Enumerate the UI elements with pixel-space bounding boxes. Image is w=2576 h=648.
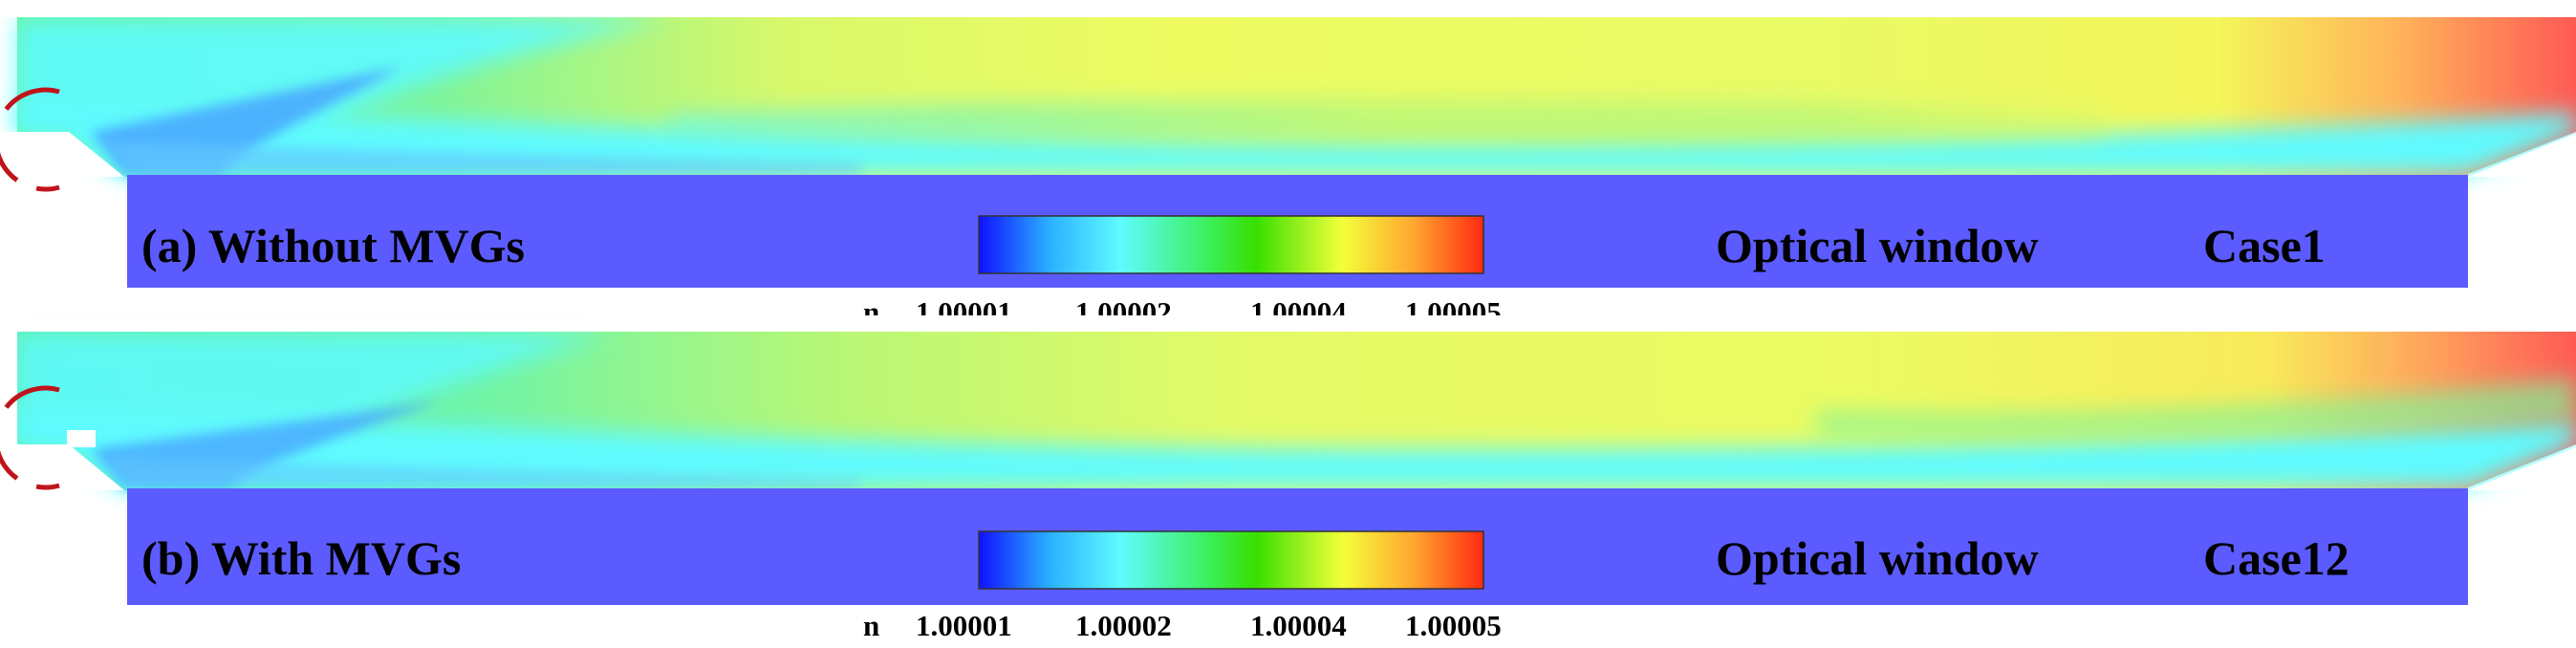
flow-field-a — [0, 0, 2576, 177]
colorbar-b-variable: n — [863, 609, 879, 642]
panel-b-label: (b) With MVGs — [141, 531, 461, 585]
colorbar-b-tick-0: 1.00001 — [916, 609, 1012, 642]
highlight-marker-a — [0, 87, 60, 192]
panel-a-region-label: Optical window — [1716, 219, 2039, 272]
mvg-block — [67, 430, 96, 447]
colorbar-b-tick-3: 1.00005 — [1405, 609, 1502, 642]
colorbar-b: n 1.00001 1.00002 1.00004 1.00005 — [863, 530, 1502, 642]
colorbar-b-tick-2: 1.00004 — [1250, 609, 1347, 642]
panel-a-case-label: Case1 — [2203, 219, 2326, 272]
panel-b-region-label: Optical window — [1716, 531, 2039, 585]
colorbar-b-tick-1: 1.00002 — [1075, 609, 1172, 642]
panel-b-case-label: Case12 — [2203, 531, 2349, 585]
colorbar-b-gradient — [978, 530, 1484, 590]
panel-a-label: (a) Without MVGs — [141, 219, 525, 272]
panel-a: (a) Without MVGs Optical window Case1 n … — [0, 0, 2576, 329]
colorbar-a-gradient — [978, 215, 1484, 274]
highlight-marker-b — [0, 385, 60, 490]
colorbar-a: n 1.00001 1.00002 1.00004 1.00005 — [863, 215, 1502, 329]
flow-field-b — [0, 315, 2576, 490]
panel-b: (b) With MVGs Optical window Case12 n 1.… — [0, 315, 2576, 642]
